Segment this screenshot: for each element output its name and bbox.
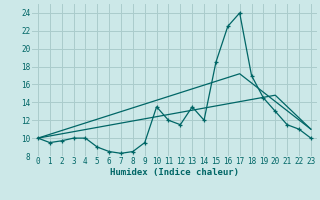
X-axis label: Humidex (Indice chaleur): Humidex (Indice chaleur) bbox=[110, 168, 239, 177]
